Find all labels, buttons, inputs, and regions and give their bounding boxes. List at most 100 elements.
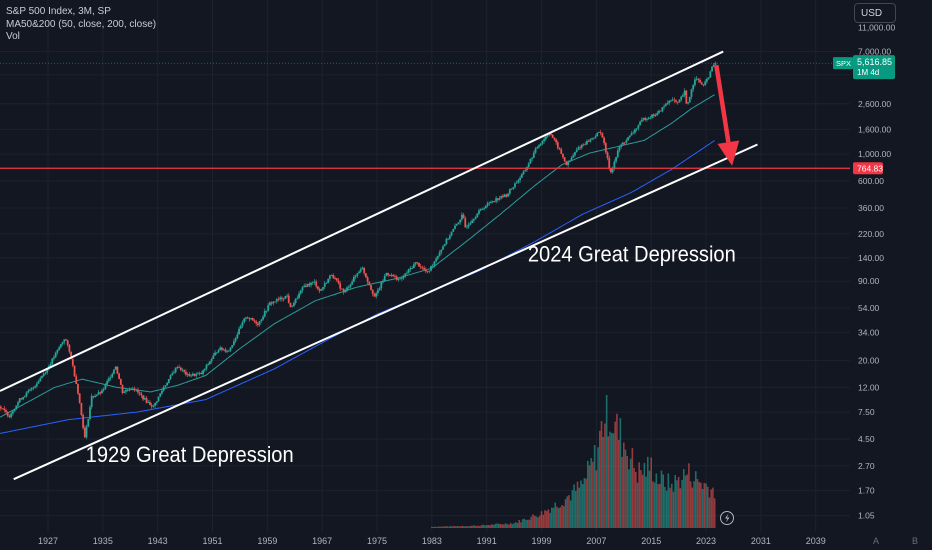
candle-body: [289, 302, 292, 307]
down-arrow[interactable]: [714, 64, 740, 166]
candle-body: [671, 99, 674, 101]
volume-bar: [509, 523, 512, 528]
candle-body: [330, 275, 333, 276]
candle-body: [474, 217, 477, 220]
legend-indicator[interactable]: MA50&200 (50, close, 200, close): [6, 18, 157, 30]
candle-body: [207, 363, 210, 365]
candle-body: [587, 140, 590, 142]
volume-bar: [676, 480, 678, 528]
candle-body: [481, 208, 484, 210]
price-tick-label: 7.50: [858, 407, 875, 417]
candle-body: [704, 81, 707, 85]
candle-body: [584, 144, 587, 146]
candle-body: [694, 79, 696, 86]
volume-bar: [703, 482, 706, 528]
candle-body: [531, 157, 534, 159]
price-tick-label: 12.00: [858, 382, 880, 392]
candle-body: [697, 78, 700, 81]
candle-body: [6, 411, 9, 416]
candle-body: [507, 193, 510, 197]
candle-body: [13, 409, 16, 412]
candle-body: [236, 334, 239, 339]
candle-body: [412, 264, 415, 268]
candle-body: [161, 390, 163, 394]
candle-body: [131, 388, 134, 390]
candle-body: [178, 367, 180, 368]
time-axis[interactable]: 1927 1935 1943 1951 1959 1967 1975 1983 1991 1999…: [0, 532, 932, 550]
price-badge-bg: [853, 55, 895, 80]
candle-body: [455, 223, 458, 226]
legend-title[interactable]: S&P 500 Index, 3M, SP: [6, 6, 111, 17]
channel-lower-line[interactable]: [13, 143, 758, 481]
volume-bar: [468, 526, 471, 528]
volume-bar: [545, 510, 548, 528]
candle-body: [221, 347, 223, 350]
candle-body: [0, 406, 2, 409]
candle-body: [316, 286, 319, 289]
price-tick-label: 11,000.00: [858, 23, 895, 33]
candle-body: [373, 293, 376, 297]
candle-body: [637, 125, 640, 129]
candle-body: [673, 99, 676, 101]
candle-body: [428, 270, 431, 272]
candle-body: [490, 202, 492, 203]
candle-body: [680, 96, 683, 100]
candle-body: [498, 198, 501, 200]
candle-body: [126, 389, 129, 391]
price-axis[interactable]: 11,000.007,000.004,500.002,600.001,600.0…: [852, 0, 932, 550]
volume-bar: [439, 526, 442, 528]
volume-bar: [503, 524, 505, 528]
candle-body: [493, 200, 496, 202]
candle-body: [690, 89, 693, 97]
candle-body: [277, 299, 280, 301]
candle-body: [130, 388, 132, 390]
candle-body: [133, 388, 136, 391]
volume-bar: [575, 491, 577, 528]
candle-body: [296, 297, 299, 299]
legend-volume[interactable]: Vol: [6, 31, 20, 42]
candle-body: [651, 114, 653, 118]
candle-body: [478, 210, 480, 214]
trend-channel[interactable]: [0, 50, 758, 481]
volume-bar: [533, 515, 536, 528]
price-tick-label: 90.00: [858, 276, 880, 286]
flash-icon[interactable]: [720, 511, 734, 525]
candle-body: [260, 319, 263, 322]
log-scale-icon[interactable]: B: [912, 536, 919, 546]
candle-body: [73, 365, 76, 377]
candle-body: [577, 147, 580, 150]
candle-body: [34, 386, 37, 388]
volume-bar: [530, 516, 533, 528]
volume-bar: [573, 484, 575, 528]
candle-body: [397, 278, 400, 280]
candle-body: [688, 96, 691, 103]
candle-body: [539, 143, 542, 146]
volume-bar: [448, 526, 450, 528]
candle-body: [58, 347, 61, 350]
candle-body: [97, 392, 100, 395]
candle-body: [258, 321, 261, 325]
candle-body: [123, 391, 126, 393]
channel-upper-line[interactable]: [0, 50, 724, 392]
volume-bar: [499, 523, 502, 528]
candle-body: [676, 101, 679, 103]
candle-body: [137, 389, 139, 393]
volume-bar: [708, 497, 711, 528]
candle-body: [450, 231, 453, 236]
currency-button[interactable]: USD: [854, 3, 896, 23]
candle-body: [601, 132, 604, 138]
candle-body: [382, 280, 384, 283]
candle-body: [572, 155, 575, 158]
candle-body: [628, 135, 631, 138]
candle-body: [563, 157, 566, 162]
candle-body: [452, 228, 455, 232]
candle-body: [109, 377, 112, 379]
candle-body: [712, 64, 715, 67]
candle-body: [419, 266, 422, 268]
candle-body: [30, 387, 33, 390]
volume-bar: [472, 525, 474, 528]
candle-body: [335, 278, 338, 281]
auto-scale-icon[interactable]: A: [873, 536, 880, 546]
candle-body: [385, 272, 388, 276]
